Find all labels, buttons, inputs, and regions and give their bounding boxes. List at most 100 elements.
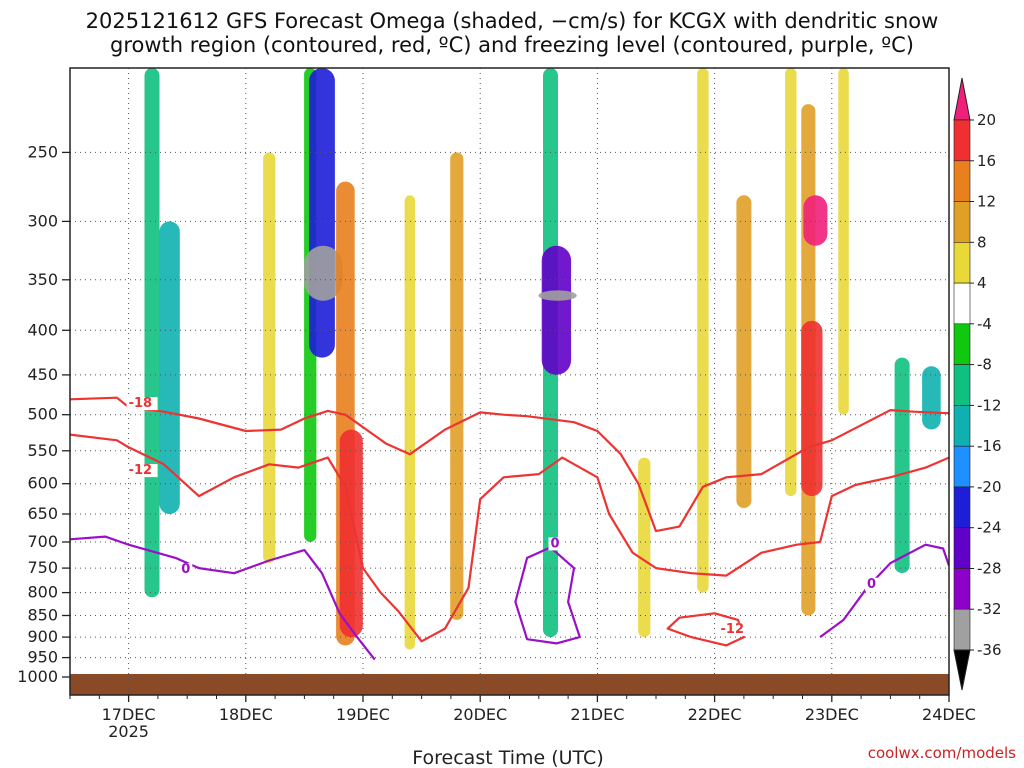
contour-label-1: -12	[129, 463, 153, 478]
y-tick-label: 700	[27, 532, 58, 551]
contour-label-2: -12	[721, 622, 745, 637]
contour-label-0: -18	[129, 396, 153, 411]
omega-cell-1	[159, 221, 180, 514]
omega-cell-20	[838, 68, 849, 415]
colorbar-label: -36	[977, 641, 1002, 659]
x-axis-label: Forecast Time (UTC)	[412, 747, 603, 768]
contour-1	[70, 433, 949, 643]
colorbar-label: -8	[977, 356, 992, 374]
contour-label-bg	[548, 537, 562, 551]
contour-label-bg	[865, 577, 878, 591]
omega-cell-12	[538, 290, 577, 301]
y-tick-label: 450	[27, 365, 58, 384]
y-tick-label: 650	[27, 504, 58, 523]
colorbar-label: -16	[977, 437, 1002, 455]
y-tick-label: 550	[27, 441, 58, 460]
colorbar-cell	[953, 242, 971, 284]
contour-0	[70, 396, 949, 533]
omega-cell-18	[801, 320, 823, 497]
colorbar-label: -4	[977, 315, 992, 333]
colorbar-label: -24	[977, 519, 1002, 537]
colorbar-label: -12	[977, 396, 1002, 414]
contour-label-3: 0	[181, 562, 190, 577]
colorbar-bottom-arrow	[953, 649, 971, 691]
contour-3	[70, 535, 376, 661]
omega-cell-21	[894, 357, 910, 574]
contour-5	[819, 543, 949, 638]
contour-label-bg	[126, 397, 158, 411]
colorbar-cell	[953, 486, 971, 528]
colorbar-cell	[953, 568, 971, 610]
y-tick-label: 500	[27, 405, 58, 424]
y-tick-label: 950	[27, 648, 58, 667]
x-tick-label: 21DEC	[570, 705, 624, 724]
contour-4	[514, 546, 581, 645]
y-tick-label: 800	[27, 583, 58, 602]
omega-cell-2	[263, 152, 276, 563]
contour-label-4: 0	[551, 536, 560, 551]
chart-title-line1: 2025121612 GFS Forecast Omega (shaded, −…	[86, 9, 939, 33]
colorbar-cell	[953, 282, 971, 325]
omega-cell-0	[144, 68, 160, 598]
x-tick-label: 18DEC	[219, 705, 273, 724]
y-tick-label: 350	[27, 270, 58, 289]
terrain-layer	[70, 674, 949, 695]
colorbar-cell	[953, 364, 971, 406]
x-tick-label: 19DEC	[336, 705, 390, 724]
ground-surface	[70, 674, 949, 695]
contour-label-bg	[179, 563, 193, 577]
colorbar-cell	[953, 405, 971, 447]
chart-title-line2: growth region (contoured, red, ºC) and f…	[110, 33, 914, 57]
omega-cell-8	[404, 195, 416, 650]
contour-label-bg	[126, 464, 158, 478]
colorbar-label: -20	[977, 478, 1002, 496]
omega-cell-5	[304, 245, 343, 301]
colorbar-label: 8	[977, 233, 987, 251]
y-tick-label: 750	[27, 558, 58, 577]
x-tick-sublabel: 2025	[108, 722, 149, 741]
omega-cell-13	[638, 457, 651, 638]
omega-cell-9	[450, 152, 464, 620]
omega-cell-4	[309, 68, 335, 358]
colorbar-cell	[953, 119, 971, 162]
colorbar-cell	[953, 201, 971, 243]
colorbar-label: 20	[977, 111, 996, 129]
omega-cell-19	[803, 195, 828, 246]
colorbar-cell	[953, 445, 971, 488]
y-tick-label: 400	[27, 320, 58, 339]
credit-link[interactable]: coolwx.com/models	[868, 744, 1016, 762]
y-tick-label: 600	[27, 474, 58, 493]
x-tick-label: 23DEC	[805, 705, 859, 724]
colorbar-cell	[953, 608, 971, 651]
colorbar-label: 12	[977, 193, 996, 211]
contour-label-5: 0	[867, 577, 876, 592]
omega-cell-7	[339, 429, 363, 638]
x-tick-label: 20DEC	[453, 705, 507, 724]
contour-layer: -18 -12 -12 0 0 0	[70, 396, 949, 661]
omega-cell-22	[922, 366, 941, 430]
y-tick-label: 1000	[17, 667, 58, 686]
omega-cell-14	[697, 68, 709, 593]
omega-cell-11	[541, 245, 572, 375]
y-tick-label: 900	[27, 627, 58, 646]
colorbar: 20 16 12 8 4 -4 -8 -12 -16 -20 -24 -28 -32 -36	[953, 77, 1002, 691]
x-tick-label: 17DEC	[102, 705, 156, 724]
omega-cell-15	[736, 195, 752, 509]
x-tick-label: 22DEC	[688, 705, 742, 724]
colorbar-label: -28	[977, 560, 1002, 578]
colorbar-cell	[953, 527, 971, 569]
colorbar-label: 4	[977, 274, 987, 292]
colorbar-label: 16	[977, 152, 996, 170]
y-tick-label: 250	[27, 142, 58, 161]
y-tick-label: 300	[27, 211, 58, 230]
colorbar-cell	[953, 323, 971, 365]
colorbar-label: -32	[977, 600, 1002, 618]
omega-cell-16	[785, 68, 797, 497]
contour-label-bg	[718, 622, 750, 636]
y-tick-label: 850	[27, 606, 58, 625]
x-tick-label: 24DEC	[922, 705, 976, 724]
colorbar-cell	[953, 160, 971, 202]
y-axis: 250 300 350 400 450 500 550 600 650 700 750 800 850 9…	[17, 142, 70, 686]
